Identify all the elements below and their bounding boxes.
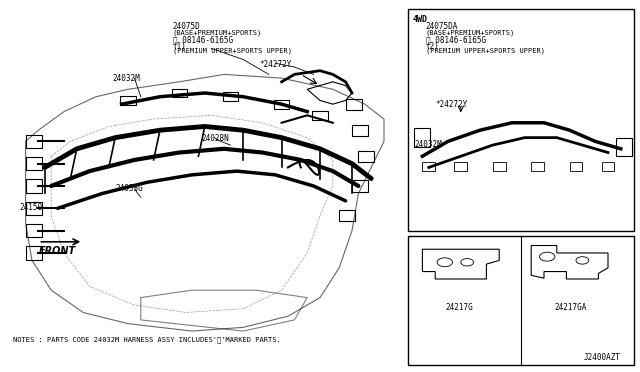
Bar [26,224,42,237]
Bar [26,179,42,193]
Bar [346,99,362,110]
Text: J2400AZT: J2400AZT [584,353,621,362]
Bar [312,111,328,120]
Text: (1): (1) [173,42,187,51]
Text: 24217GA: 24217GA [555,303,587,312]
Text: 24032M: 24032M [112,74,140,83]
Bar [358,151,374,162]
Circle shape [540,252,555,261]
Text: (BASE+PREMIUM+SPORTS): (BASE+PREMIUM+SPORTS) [426,29,515,35]
Text: 24075D: 24075D [173,22,200,31]
Text: 24075DA: 24075DA [426,22,458,31]
Bar [408,9,634,231]
Bar [172,89,187,97]
Text: *24272Y: *24272Y [259,60,292,68]
Bar [26,157,42,170]
Text: 24032M: 24032M [415,140,442,148]
Text: Ⓑ 08146-6165G: Ⓑ 08146-6165G [173,35,233,44]
Text: (2): (2) [426,42,440,51]
Text: Ⓑ 08146-6165G: Ⓑ 08146-6165G [426,35,486,44]
Text: (PREMIUM UPPER+SPORTS UPPER): (PREMIUM UPPER+SPORTS UPPER) [173,48,292,54]
Text: 24028N: 24028N [202,134,229,143]
Bar [454,162,467,171]
Bar [422,162,435,171]
Text: (BASE+PREMIUM+SPORTS): (BASE+PREMIUM+SPORTS) [173,29,262,35]
Bar [352,125,368,136]
Bar [408,236,634,365]
Bar [274,100,289,109]
Bar [26,202,42,215]
Text: FRONT: FRONT [39,246,76,256]
Text: NOTES : PARTS CODE 24032M HARNESS ASSY INCLUDES'Ⓑ'MARKED PARTS.: NOTES : PARTS CODE 24032M HARNESS ASSY I… [13,337,280,343]
Polygon shape [422,249,499,279]
Polygon shape [307,82,352,104]
Bar [602,162,614,171]
Text: 24150: 24150 [19,203,42,212]
Text: 24217G: 24217G [445,303,474,312]
Circle shape [461,259,474,266]
Bar [414,128,430,147]
Bar [570,162,582,171]
Text: 24033G: 24033G [115,184,143,193]
Bar [120,96,136,105]
Text: (PREMIUM UPPER+SPORTS UPPER): (PREMIUM UPPER+SPORTS UPPER) [426,48,545,54]
Polygon shape [531,246,608,279]
Bar [616,138,632,156]
Circle shape [576,257,589,264]
Bar [223,92,238,101]
Bar [531,162,544,171]
Text: 4WD: 4WD [413,15,428,24]
Bar [26,246,42,260]
Circle shape [437,258,452,267]
Bar [339,210,355,221]
Bar [493,162,506,171]
Text: *24272Y: *24272Y [435,100,468,109]
Bar [352,180,368,192]
Bar [26,135,42,148]
